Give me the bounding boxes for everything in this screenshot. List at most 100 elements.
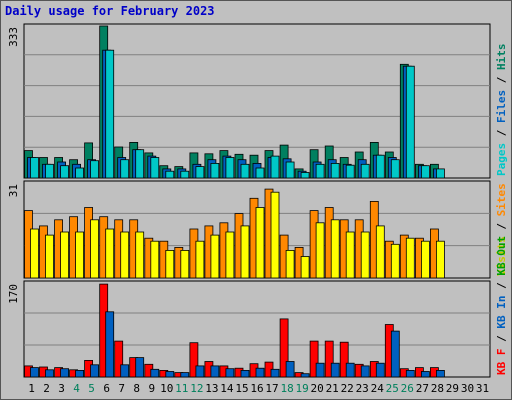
x-tick-label: 6 xyxy=(103,382,110,395)
bottom-series-label-part: KB In xyxy=(495,296,508,329)
top-bar-pages xyxy=(195,166,205,179)
bottom-bar-kb-in xyxy=(240,369,250,378)
middle-bar-visits xyxy=(105,228,115,279)
top-series-label: Pages / Files / Hits xyxy=(495,44,508,177)
top-bar-pages xyxy=(345,164,355,179)
x-tick-label: 11 xyxy=(175,382,188,395)
bottom-bar-kb-in xyxy=(225,368,235,378)
top-bar-pages xyxy=(285,161,295,179)
x-tick-label: 1 xyxy=(28,382,35,395)
x-tick-label: 21 xyxy=(326,382,339,395)
top-series-label-part: Hits xyxy=(495,44,508,71)
top-bar-pages xyxy=(240,163,250,179)
middle-bar-visits xyxy=(150,240,160,279)
x-tick-label: 20 xyxy=(310,382,323,395)
x-tick-label: 9 xyxy=(148,382,155,395)
middle-bar-visits xyxy=(210,234,220,279)
bottom-bar-kb-in xyxy=(75,369,84,378)
middle-bar-visits xyxy=(405,237,415,279)
top-bar-pages xyxy=(330,162,340,179)
bottom-bar-kb-in xyxy=(45,369,54,378)
bottom-ymax-label: 170 xyxy=(7,284,20,304)
top-bar-pages xyxy=(405,65,415,179)
x-tick-label: 4 xyxy=(73,382,80,395)
middle-bar-visits xyxy=(360,231,370,279)
x-tick-label: 31 xyxy=(476,382,489,395)
bottom-series-label-part: / xyxy=(495,329,508,349)
bottom-bar-kb-in xyxy=(300,373,310,378)
top-bar-pages xyxy=(180,170,190,179)
bottom-bar-kb-in xyxy=(345,362,355,378)
middle-bar-visits xyxy=(315,222,325,279)
bottom-bar-kb-in xyxy=(120,364,130,378)
middle-bar-visits xyxy=(165,249,175,279)
x-tick-label: 3 xyxy=(58,382,65,395)
x-tick-label: 25 xyxy=(386,382,399,395)
bottom-series-label-part: KB Out xyxy=(495,236,508,276)
top-series-label-part: Pages xyxy=(495,143,508,176)
top-ymax-label: 333 xyxy=(7,27,20,47)
bottom-bar-kb-in xyxy=(285,361,295,378)
bottom-bar-kb-in xyxy=(375,362,385,378)
middle-bar-visits xyxy=(240,225,250,279)
middle-bar-visits xyxy=(420,240,430,279)
x-tick-label: 8 xyxy=(133,382,140,395)
bottom-bar-kb-f xyxy=(114,340,124,378)
x-tick-label: 16 xyxy=(250,382,263,395)
bottom-bar-kb-in xyxy=(150,368,160,378)
bottom-bar-kb-in xyxy=(330,362,340,378)
bottom-bar-kb-in xyxy=(210,365,220,378)
top-series-label-part: / xyxy=(495,123,508,143)
x-tick-label: 18 xyxy=(280,382,293,395)
bottom-bar-kb-in xyxy=(90,364,99,378)
middle-bar-visits xyxy=(375,225,385,279)
top-bar-pages xyxy=(105,49,115,179)
middle-bar-visits xyxy=(300,256,310,279)
x-tick-label: 2 xyxy=(43,382,50,395)
middle-bar-visits xyxy=(435,240,445,279)
middle-bar-visits xyxy=(45,234,54,279)
bottom-series-label-part: / xyxy=(495,276,508,296)
x-tick-label: 13 xyxy=(205,382,218,395)
top-bar-pages xyxy=(315,163,325,179)
middle-ymax-label: 31 xyxy=(7,184,20,197)
top-bar-pages xyxy=(150,157,160,179)
bottom-bar-kb-in xyxy=(420,371,430,378)
x-tick-label: 23 xyxy=(356,382,369,395)
middle-bar-visits xyxy=(345,231,355,279)
x-tick-label: 5 xyxy=(88,382,95,395)
top-bar-pages xyxy=(75,167,84,179)
middle-bar-visits xyxy=(90,219,99,279)
bottom-bar-kb-in xyxy=(405,369,415,378)
middle-bar-visits xyxy=(60,231,69,279)
top-series-label-part: Files xyxy=(495,90,508,123)
middle-bar-visits xyxy=(30,228,39,279)
bottom-series-label-part: KB F xyxy=(495,349,508,376)
middle-bar-visits xyxy=(120,231,130,279)
top-bar-pages xyxy=(420,165,430,179)
top-bar-pages xyxy=(120,159,130,179)
top-bar-pages xyxy=(165,170,175,179)
middle-bar-visits xyxy=(285,249,295,279)
bottom-bar-kb-f xyxy=(339,341,349,378)
middle-bar-visits xyxy=(330,219,340,279)
x-tick-label: 19 xyxy=(295,382,308,395)
bottom-bar-kb-in xyxy=(165,371,175,378)
bottom-bar-kb-in xyxy=(180,372,190,378)
bottom-bar-kb-in xyxy=(135,357,145,378)
bottom-bar-kb-in xyxy=(195,365,205,378)
top-bar-pages xyxy=(45,163,54,179)
x-tick-label: 26 xyxy=(401,382,414,395)
bottom-bar-kb-in xyxy=(435,369,445,378)
bottom-bar-kb-in xyxy=(360,365,370,378)
bottom-series-label: KB F / KB In / KB Out xyxy=(495,236,508,375)
x-tick-label: 10 xyxy=(160,382,173,395)
x-tick-label: 30 xyxy=(461,382,474,395)
bottom-bar-kb-f xyxy=(279,318,289,378)
chart-title: Daily usage for February 2023 xyxy=(5,4,215,18)
top-bar-pages xyxy=(90,160,99,179)
bottom-bar-kb-in xyxy=(270,368,280,378)
middle-bar-visits xyxy=(75,231,84,279)
bottom-bar-kb-in xyxy=(315,362,325,378)
top-bar-pages xyxy=(390,159,400,179)
